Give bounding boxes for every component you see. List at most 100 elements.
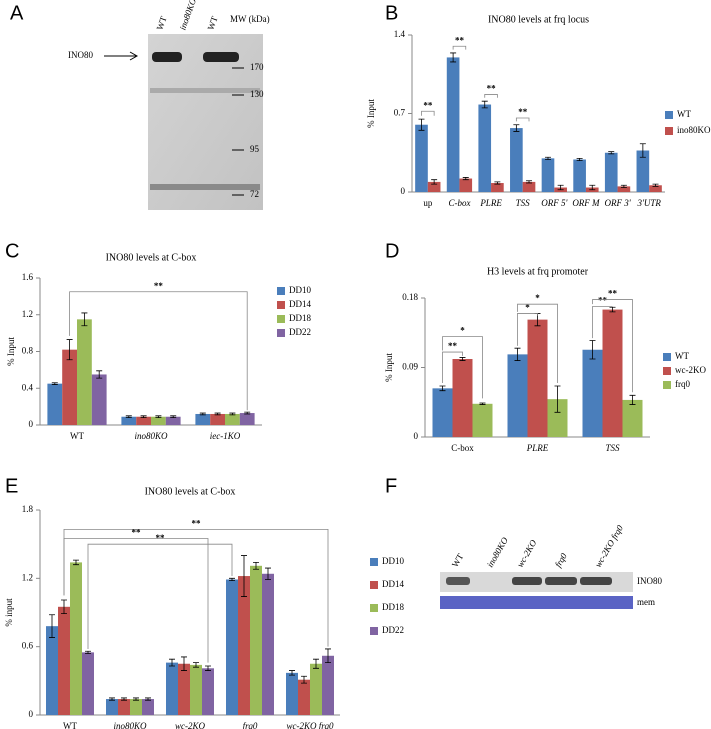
x-tick-label: WT: [70, 431, 84, 441]
legend-swatch: [370, 627, 378, 635]
bar: [286, 672, 298, 715]
error-bar: [554, 385, 561, 413]
bar: [70, 562, 82, 715]
error-bar: [431, 179, 438, 185]
legend-swatch: [665, 111, 673, 119]
blot-band: [446, 577, 470, 585]
error-bar: [289, 670, 295, 676]
bar: [58, 606, 70, 715]
legend-swatch: [370, 558, 378, 566]
y-tick-label: 1.8: [22, 504, 34, 514]
error-bar: [450, 52, 457, 63]
significance-label: **: [518, 107, 528, 117]
error-bar: [620, 184, 627, 188]
bar: [262, 573, 274, 715]
error-bar: [181, 656, 187, 671]
bar: [82, 652, 94, 715]
bar: [649, 185, 662, 192]
panel-letter: A: [10, 2, 24, 24]
significance-label: **: [192, 518, 202, 528]
y-tick-label: 0.18: [402, 292, 418, 302]
error-bar: [526, 180, 533, 184]
bar: [446, 57, 460, 192]
blot-band: [580, 577, 612, 585]
y-tick-label: 0.6: [22, 641, 34, 651]
error-bar: [253, 561, 259, 570]
mw-label: 72: [250, 189, 259, 199]
bar: [239, 413, 255, 425]
x-tick-label: ino80KO: [134, 431, 168, 441]
bar: [427, 181, 441, 192]
bar: [491, 183, 504, 192]
y-axis-label: % input: [4, 598, 14, 627]
error-bar: [155, 415, 162, 419]
y-tick-label: 0: [29, 709, 34, 719]
row-label: INO80: [637, 576, 662, 586]
y-axis-label: % Input: [384, 353, 394, 382]
bar: [459, 178, 473, 192]
mw-label: 130: [250, 89, 264, 99]
error-bar: [325, 648, 331, 664]
legend-swatch: [277, 329, 285, 337]
bar: [62, 349, 77, 425]
significance-bracket: [452, 45, 467, 50]
x-tick-label: C-box: [451, 443, 474, 453]
significance-bracket: [592, 299, 633, 393]
error-bar: [244, 411, 251, 415]
significance-label: **: [156, 533, 166, 543]
x-tick-label: wc-2KO: [175, 721, 205, 729]
error-bar: [513, 124, 520, 132]
error-bar: [418, 118, 425, 131]
significance-label: **: [608, 289, 618, 299]
bar: [165, 416, 181, 425]
bar: [151, 416, 166, 425]
mw-ticks: [232, 67, 244, 196]
legend-label: DD10: [289, 285, 311, 295]
bar: [604, 152, 618, 192]
bar: [47, 383, 63, 425]
x-tick-label: PLRE: [526, 443, 549, 453]
bar: [142, 699, 154, 715]
legend-label: DD22: [382, 625, 404, 635]
y-tick-label: 0.7: [394, 108, 406, 118]
y-tick-label: 0.4: [22, 382, 34, 392]
legend-label: DD10: [382, 556, 404, 566]
x-tick-label: ORF M: [572, 198, 600, 208]
x-tick-label: TSS: [605, 443, 620, 453]
bar: [118, 699, 130, 715]
blot: [148, 34, 263, 210]
significance-bracket: [421, 110, 435, 116]
lane-label: WT: [154, 14, 168, 31]
significance-label: *: [460, 326, 465, 336]
lane-label: WT: [450, 551, 466, 569]
arrow: [104, 51, 139, 61]
error-bar: [301, 675, 307, 684]
error-bar: [61, 599, 67, 615]
bar: [106, 699, 118, 715]
bar: [178, 663, 190, 715]
significance-label: *: [535, 293, 540, 303]
legend-label: DD18: [289, 313, 311, 323]
significance-label: **: [154, 281, 164, 291]
bar: [46, 626, 58, 715]
lane-label: ino80KO: [177, 0, 198, 31]
bar: [573, 159, 586, 192]
error-bar: [241, 555, 247, 597]
legend-label: DD14: [289, 299, 311, 309]
y-tick-label: 0.09: [402, 362, 418, 372]
significance-bracket: [515, 117, 530, 122]
bar: [547, 399, 568, 437]
y-tick-label: 0: [29, 419, 34, 429]
significance-bracket: [442, 351, 463, 383]
mw-label: 95: [250, 144, 260, 154]
significance-bracket: [63, 538, 209, 663]
x-tick-label: C-box: [448, 198, 470, 208]
bar: [210, 413, 225, 425]
y-tick-label: 0: [401, 186, 406, 196]
error-bar: [81, 312, 88, 327]
legend-swatch: [663, 353, 671, 361]
error-bar: [481, 100, 488, 109]
error-bar: [73, 559, 79, 566]
bar: [77, 319, 92, 425]
